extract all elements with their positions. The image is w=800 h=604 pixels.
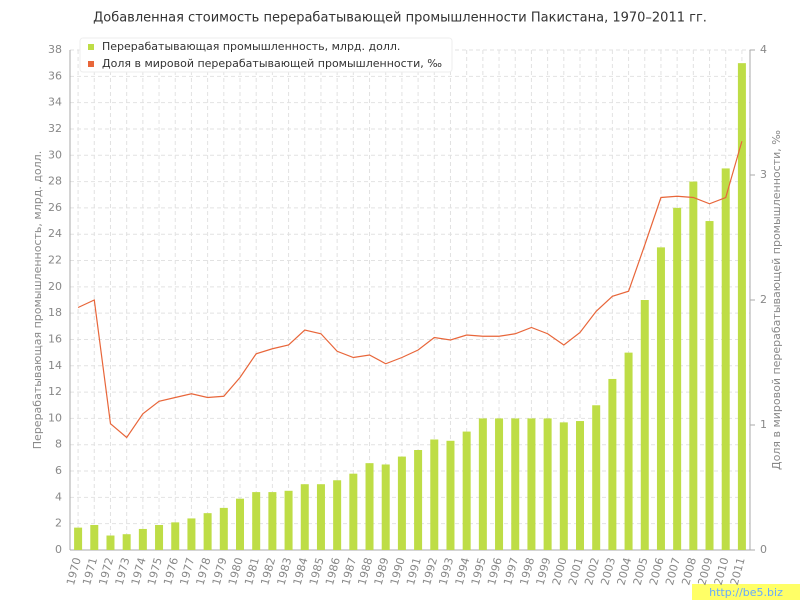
- bar: [414, 450, 423, 550]
- y-tick-label: 10: [48, 411, 62, 424]
- bar: [511, 418, 520, 550]
- bar: [608, 378, 617, 550]
- bar: [705, 221, 714, 551]
- bar: [576, 421, 584, 550]
- bar: [187, 518, 196, 550]
- y-tick-label: 4: [55, 490, 62, 503]
- bar: [252, 492, 261, 550]
- bar: [624, 352, 633, 550]
- bar: [171, 522, 180, 550]
- bar: [446, 440, 455, 550]
- legend-swatch: [88, 44, 94, 50]
- y-tick-label: 16: [48, 332, 62, 345]
- bar: [236, 498, 244, 550]
- y-tick-label: 32: [48, 122, 62, 135]
- y2-tick-label: 0: [760, 543, 767, 556]
- bar: [284, 490, 293, 550]
- y-tick-label: 18: [48, 306, 62, 319]
- y-tick-label: 34: [48, 96, 62, 109]
- legend-label: Доля в мировой перерабатывающей промышле…: [102, 57, 442, 70]
- bar: [495, 418, 504, 550]
- y-tick-label: 30: [48, 148, 62, 161]
- y-tick-label: 0: [55, 543, 62, 556]
- y2-tick-label: 3: [760, 168, 767, 181]
- bar: [268, 492, 277, 550]
- watermark-box: [692, 584, 800, 600]
- y2-tick-label: 1: [760, 418, 767, 431]
- y2-tick-label: 4: [760, 43, 767, 56]
- bar: [74, 527, 83, 550]
- bar: [656, 247, 665, 551]
- y2-axis-label: Доля в мировой перерабатывающей промышле…: [770, 130, 783, 470]
- bar: [349, 473, 358, 550]
- bar: [478, 418, 487, 550]
- legend-swatch: [88, 61, 94, 67]
- bar: [640, 300, 649, 550]
- line: [77, 141, 743, 439]
- bar: [300, 484, 309, 550]
- y-tick-label: 2: [55, 517, 62, 530]
- y-tick-label: 26: [48, 201, 62, 214]
- bar: [721, 168, 730, 550]
- bar: [203, 513, 212, 550]
- bar: [397, 456, 406, 550]
- y-tick-label: 6: [55, 464, 62, 477]
- y-tick-label: 38: [48, 43, 62, 56]
- bar: [543, 418, 552, 550]
- legend-label: Перерабатывающая промышленность, млрд. д…: [102, 40, 400, 53]
- y2-tick-label: 2: [760, 293, 767, 306]
- bar: [155, 525, 164, 550]
- y-tick-label: 14: [48, 359, 62, 372]
- bar: [462, 431, 471, 550]
- bar: [219, 507, 228, 550]
- bar: [559, 422, 568, 550]
- watermark: http://be5.biz: [709, 586, 783, 599]
- y-tick-label: 12: [48, 385, 62, 398]
- bar: [430, 439, 439, 550]
- legend-box: [79, 37, 453, 73]
- bar: [365, 463, 374, 550]
- y-tick-label: 20: [48, 280, 62, 293]
- bar: [106, 535, 115, 550]
- y-tick-label: 36: [48, 69, 62, 82]
- bar: [122, 534, 131, 550]
- bar: [673, 207, 682, 551]
- bar: [138, 528, 147, 550]
- bar: [689, 181, 698, 550]
- y-tick-label: 22: [48, 254, 62, 267]
- chart-title: Добавленная стоимость перерабатывающей п…: [93, 11, 707, 26]
- bar: [333, 480, 342, 550]
- bar: [90, 525, 99, 550]
- bar: [527, 418, 536, 550]
- y-tick-label: 28: [48, 175, 62, 188]
- y-tick-label: 24: [48, 227, 62, 240]
- bar: [316, 484, 325, 550]
- bar: [737, 63, 746, 550]
- y-axis-label: Перерабатывающая промышленность, млрд. д…: [31, 151, 44, 449]
- bar: [381, 464, 390, 550]
- bar: [592, 405, 601, 550]
- y-tick-label: 8: [55, 438, 62, 451]
